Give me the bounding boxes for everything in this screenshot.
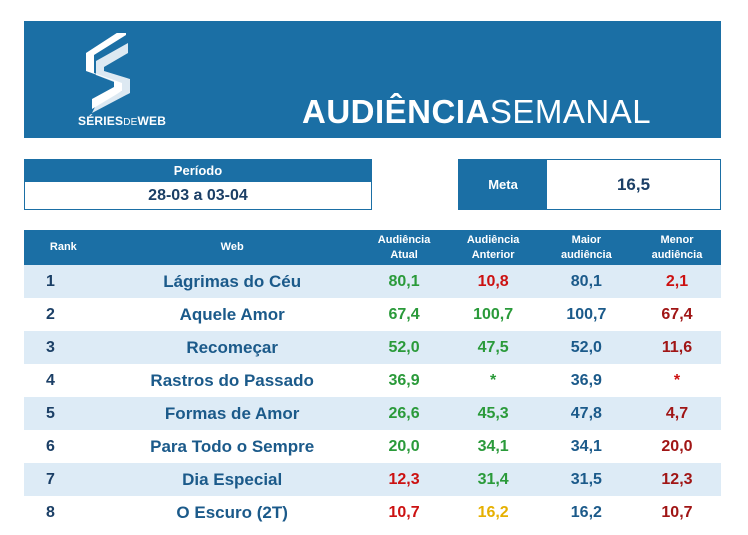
maior-audiencia-cell: 80,1	[539, 265, 633, 298]
web-title-cell: Dia Especial	[102, 463, 362, 496]
table-header-row: Rank Web Audiência Atual Audiência Anterio…	[24, 230, 721, 265]
audiencia-anterior-cell: 45,3	[446, 397, 540, 430]
rank-cell: 6	[24, 430, 103, 463]
menor-audiencia-cell: 11,6	[632, 331, 721, 364]
maior-audiencia-cell: 36,9	[539, 364, 633, 397]
period-label: Período	[25, 160, 371, 182]
period-box: Período 28-03 a 03-04	[24, 159, 372, 210]
table-row: 7 Dia Especial 12,3 31,4 31,5 12,3	[24, 463, 721, 496]
maior-audiencia-cell: 52,0	[539, 331, 633, 364]
table-row: 4 Rastros do Passado 36,9 * 36,9 *	[24, 364, 721, 397]
menor-audiencia-cell: 10,7	[632, 496, 721, 529]
rank-cell: 4	[24, 364, 103, 397]
menor-audiencia-cell: 12,3	[632, 463, 721, 496]
audiencia-atual-cell: 67,4	[361, 298, 447, 331]
web-title-cell: Formas de Amor	[102, 397, 362, 430]
table-row: 3 Recomeçar 52,0 47,5 52,0 11,6	[24, 331, 721, 364]
maior-audiencia-cell: 34,1	[539, 430, 633, 463]
menor-audiencia-cell: 67,4	[632, 298, 721, 331]
meta-label: Meta	[459, 160, 547, 209]
header-rank: Rank	[24, 230, 103, 265]
menor-audiencia-cell: 4,7	[632, 397, 721, 430]
menor-audiencia-cell: 2,1	[632, 265, 721, 298]
audiencia-anterior-cell: 100,7	[446, 298, 540, 331]
table-row: 2 Aquele Amor 67,4 100,7 100,7 67,4	[24, 298, 721, 331]
audiencia-anterior-cell: 34,1	[446, 430, 540, 463]
audiencia-anterior-cell: 31,4	[446, 463, 540, 496]
rank-cell: 3	[24, 331, 103, 364]
audiencia-atual-cell: 80,1	[361, 265, 447, 298]
meta-box: Meta 16,5	[458, 159, 721, 210]
web-title-cell: Para Todo o Sempre	[102, 430, 362, 463]
audiencia-anterior-cell: *	[446, 364, 540, 397]
web-title-cell: Aquele Amor	[102, 298, 362, 331]
meta-value: 16,5	[616, 174, 651, 194]
logo-wordmark: SÉRIESDEWEB	[78, 114, 167, 128]
maior-audiencia-cell: 100,7	[539, 298, 633, 331]
table-row: 1 Lágrimas do Céu 80,1 10,8 80,1 2,1	[24, 265, 721, 298]
header-menor-audiencia: Menor audiência	[632, 230, 721, 265]
web-title-cell: Recomeçar	[102, 331, 362, 364]
audiencia-atual-cell: 36,9	[361, 364, 447, 397]
audiencia-atual-cell: 10,7	[361, 496, 447, 529]
audiencia-atual-cell: 26,6	[361, 397, 447, 430]
rank-cell: 8	[24, 496, 103, 529]
rank-cell: 7	[24, 463, 103, 496]
header-audiencia-atual: Audiência Atual	[361, 230, 447, 265]
audiencia-atual-cell: 12,3	[361, 463, 447, 496]
web-title-cell: O Escuro (2T)	[102, 496, 362, 529]
web-title-cell: Lágrimas do Céu	[102, 265, 362, 298]
rank-cell: 2	[24, 298, 103, 331]
web-title-cell: Rastros do Passado	[102, 364, 362, 397]
page-title: AUDIÊNCIASEMANAL	[302, 93, 652, 130]
rank-cell: 1	[24, 265, 103, 298]
menor-audiencia-cell: *	[632, 364, 721, 397]
header-maior-audiencia: Maior audiência	[539, 230, 633, 265]
maior-audiencia-cell: 16,2	[539, 496, 633, 529]
audiencia-atual-cell: 20,0	[361, 430, 447, 463]
table-row: 5 Formas de Amor 26,6 45,3 47,8 4,7	[24, 397, 721, 430]
series-de-web-logo-icon	[86, 33, 130, 113]
menor-audiencia-cell: 20,0	[632, 430, 721, 463]
maior-audiencia-cell: 31,5	[539, 463, 633, 496]
header-web: Web	[102, 230, 362, 265]
rank-cell: 5	[24, 397, 103, 430]
audiencia-anterior-cell: 10,8	[446, 265, 540, 298]
audiencia-anterior-cell: 16,2	[446, 496, 540, 529]
header-banner: SÉRIESDEWEB AUDIÊNCIASEMANAL	[24, 21, 721, 138]
audiencia-anterior-cell: 47,5	[446, 331, 540, 364]
maior-audiencia-cell: 47,8	[539, 397, 633, 430]
table-row: 6 Para Todo o Sempre 20,0 34,1 34,1 20,0	[24, 430, 721, 463]
audience-ranking-table: Rank Web Audiência Atual Audiência Anterio…	[24, 230, 721, 529]
audiencia-atual-cell: 52,0	[361, 331, 447, 364]
period-value: 28-03 a 03-04	[148, 187, 248, 204]
table-row: 8 O Escuro (2T) 10,7 16,2 16,2 10,7	[24, 496, 721, 529]
header-audiencia-anterior: Audiência Anterior	[446, 230, 540, 265]
